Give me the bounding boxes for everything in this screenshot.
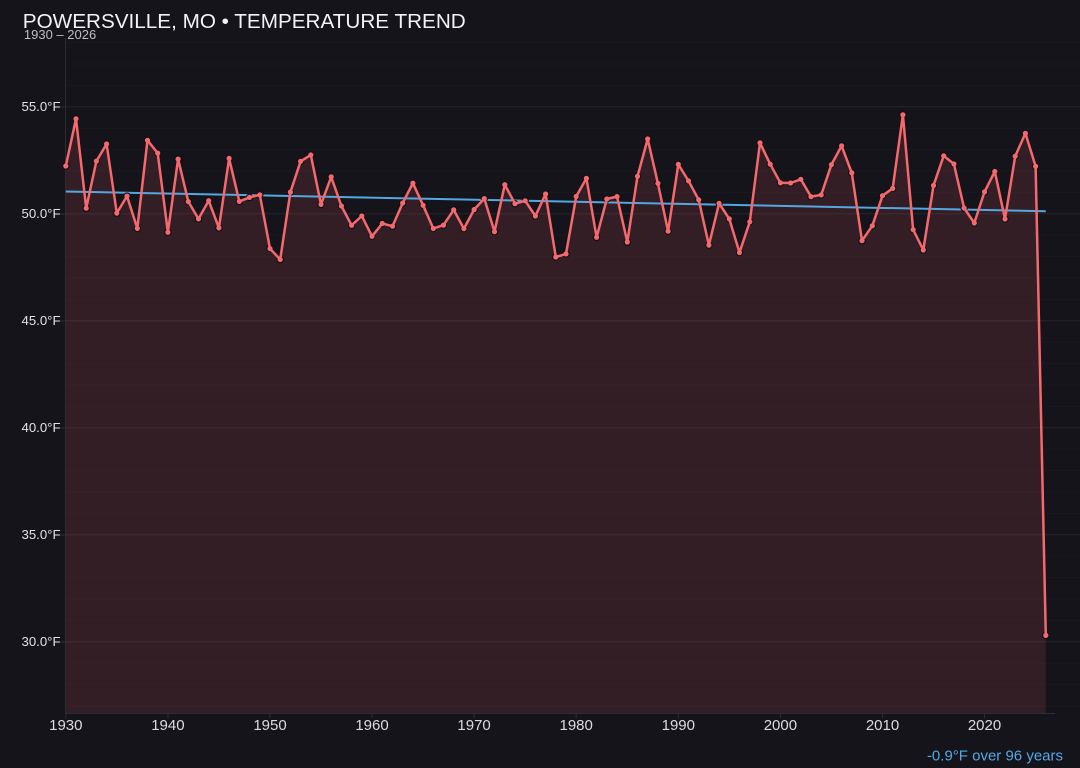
svg-text:1960: 1960 bbox=[355, 717, 388, 734]
svg-text:40.0°F: 40.0°F bbox=[22, 420, 61, 435]
svg-text:2020: 2020 bbox=[968, 717, 1001, 734]
svg-text:45.0°F: 45.0°F bbox=[22, 313, 61, 328]
svg-text:2010: 2010 bbox=[866, 717, 899, 734]
svg-text:1950: 1950 bbox=[253, 717, 286, 734]
svg-text:2000: 2000 bbox=[764, 717, 797, 734]
svg-text:1940: 1940 bbox=[151, 717, 184, 734]
svg-text:1970: 1970 bbox=[457, 717, 490, 734]
svg-text:POWERSVILLE, MO • TEMPERATURE: POWERSVILLE, MO • TEMPERATURE TREND bbox=[23, 10, 466, 33]
svg-text:50.0°F: 50.0°F bbox=[22, 206, 61, 221]
svg-text:1930 – 2026: 1930 – 2026 bbox=[24, 27, 96, 42]
svg-text:55.0°F: 55.0°F bbox=[22, 99, 61, 114]
svg-text:30.0°F: 30.0°F bbox=[22, 634, 61, 649]
svg-text:1930: 1930 bbox=[49, 717, 82, 734]
svg-text:1980: 1980 bbox=[560, 717, 593, 734]
svg-text:35.0°F: 35.0°F bbox=[22, 527, 61, 542]
svg-text:1990: 1990 bbox=[662, 717, 695, 734]
svg-text:-0.9°F over 96 years: -0.9°F over 96 years bbox=[927, 747, 1063, 764]
